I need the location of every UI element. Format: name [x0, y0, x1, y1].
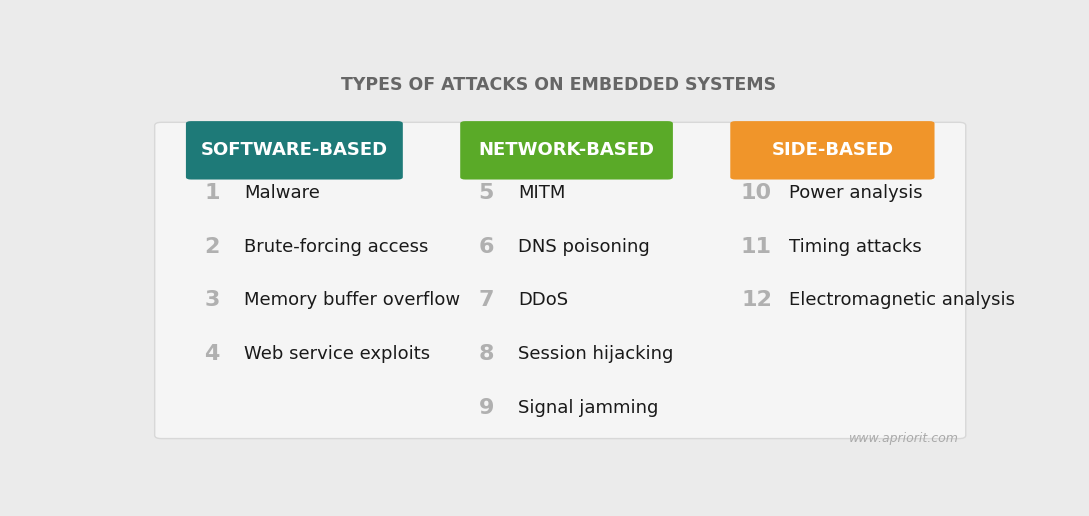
Text: 6: 6 [479, 237, 494, 256]
Text: Brute-forcing access: Brute-forcing access [244, 238, 429, 255]
Text: Signal jamming: Signal jamming [518, 398, 659, 416]
Text: 10: 10 [741, 183, 772, 203]
Text: 8: 8 [479, 344, 494, 364]
FancyBboxPatch shape [155, 122, 966, 439]
FancyBboxPatch shape [461, 121, 673, 180]
FancyBboxPatch shape [186, 121, 403, 180]
Text: Electromagnetic analysis: Electromagnetic analysis [788, 292, 1015, 309]
Text: TYPES OF ATTACKS ON EMBEDDED SYSTEMS: TYPES OF ATTACKS ON EMBEDDED SYSTEMS [341, 76, 775, 94]
Text: 4: 4 [205, 344, 220, 364]
Text: SIDE-BASED: SIDE-BASED [771, 141, 893, 159]
Text: MITM: MITM [518, 184, 566, 202]
Text: 9: 9 [479, 398, 494, 417]
Text: 1: 1 [205, 183, 220, 203]
Text: Power analysis: Power analysis [788, 184, 922, 202]
Text: 12: 12 [741, 291, 772, 310]
FancyBboxPatch shape [731, 121, 934, 180]
Text: 11: 11 [741, 237, 772, 256]
Text: 5: 5 [479, 183, 494, 203]
Text: NETWORK-BASED: NETWORK-BASED [478, 141, 654, 159]
Text: 7: 7 [479, 291, 494, 310]
Text: Memory buffer overflow: Memory buffer overflow [244, 292, 461, 309]
Text: DNS poisoning: DNS poisoning [518, 238, 650, 255]
Text: DDoS: DDoS [518, 292, 568, 309]
Text: Timing attacks: Timing attacks [788, 238, 921, 255]
Text: SOFTWARE-BASED: SOFTWARE-BASED [200, 141, 388, 159]
Text: Web service exploits: Web service exploits [244, 345, 430, 363]
Text: Session hijacking: Session hijacking [518, 345, 674, 363]
Text: Malware: Malware [244, 184, 320, 202]
Text: www.apriorit.com: www.apriorit.com [849, 432, 959, 445]
Text: 2: 2 [205, 237, 220, 256]
Text: 3: 3 [205, 291, 220, 310]
